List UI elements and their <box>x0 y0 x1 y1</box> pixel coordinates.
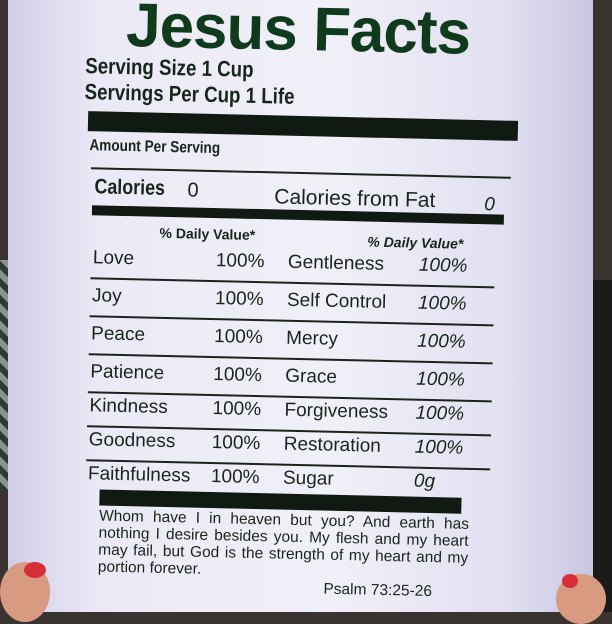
daily-value-right: % Daily Value* <box>367 233 464 252</box>
nutrient-name-right: Gentleness <box>287 251 385 275</box>
calories-fat-label: Calories from Fat <box>274 185 436 213</box>
nutrient-value-right: 100% <box>415 402 465 425</box>
fingernail-left <box>24 562 46 578</box>
verse: Whom have I in heaven but you? And earth… <box>97 507 470 578</box>
nutrient-name-left: Peace <box>90 323 146 346</box>
nutrient-name-left: Patience <box>90 361 165 384</box>
nutrient-name-right: Grace <box>285 365 338 388</box>
nutrient-value-right: 100% <box>418 254 468 277</box>
nutrient-value-left: 100% <box>214 288 264 311</box>
nutrient-value-left: 100% <box>215 250 265 273</box>
nutrient-value-right: 100% <box>417 292 467 315</box>
nutrient-value-right: 100% <box>415 368 466 391</box>
nutrient-name-left: Kindness <box>89 395 168 419</box>
nutrient-value-right: 100% <box>414 436 464 459</box>
calories-label: Calories <box>94 175 166 200</box>
fingernail-right <box>562 574 578 588</box>
nutrient-value-right: 100% <box>416 330 466 353</box>
amount-per-serving: Amount Per Serving <box>89 137 221 158</box>
nutrient-value-left: 100% <box>213 364 263 387</box>
nutrient-name-right: Sugar <box>282 467 334 490</box>
nutrient-value-left: 100% <box>210 466 260 489</box>
nutrient-value-left: 100% <box>212 398 262 421</box>
nutrient-name-right: Restoration <box>283 433 382 457</box>
nutrient-name-left: Love <box>92 247 135 270</box>
calories-value: 0 <box>187 179 199 202</box>
verse-reference: Psalm 73:25-26 <box>323 580 433 601</box>
row-divider <box>90 277 495 289</box>
nutrient-name-left: Joy <box>91 285 122 307</box>
servings-per: Servings Per Cup 1 Life <box>84 79 295 109</box>
nutrient-name-right: Forgiveness <box>284 399 389 424</box>
nutrient-value-left: 100% <box>213 326 263 349</box>
nutrient-name-right: Self Control <box>286 289 387 313</box>
nutrient-name-right: Mercy <box>285 327 339 350</box>
serving-size: Serving Size 1 Cup <box>84 53 254 82</box>
nutrient-name-left: Goodness <box>88 429 176 453</box>
calories-fat-value: 0 <box>483 194 496 216</box>
nutrient-name-left: Faithfulness <box>87 463 191 487</box>
nutrient-value-left: 100% <box>211 432 261 455</box>
divider-thick <box>87 111 519 141</box>
daily-value-left: % Daily Value* <box>159 224 256 243</box>
row-divider <box>89 315 494 327</box>
nutrient-value-right: 0g <box>413 470 436 493</box>
